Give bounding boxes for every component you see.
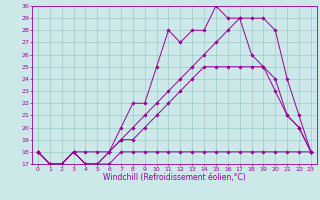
X-axis label: Windchill (Refroidissement éolien,°C): Windchill (Refroidissement éolien,°C) (103, 173, 246, 182)
